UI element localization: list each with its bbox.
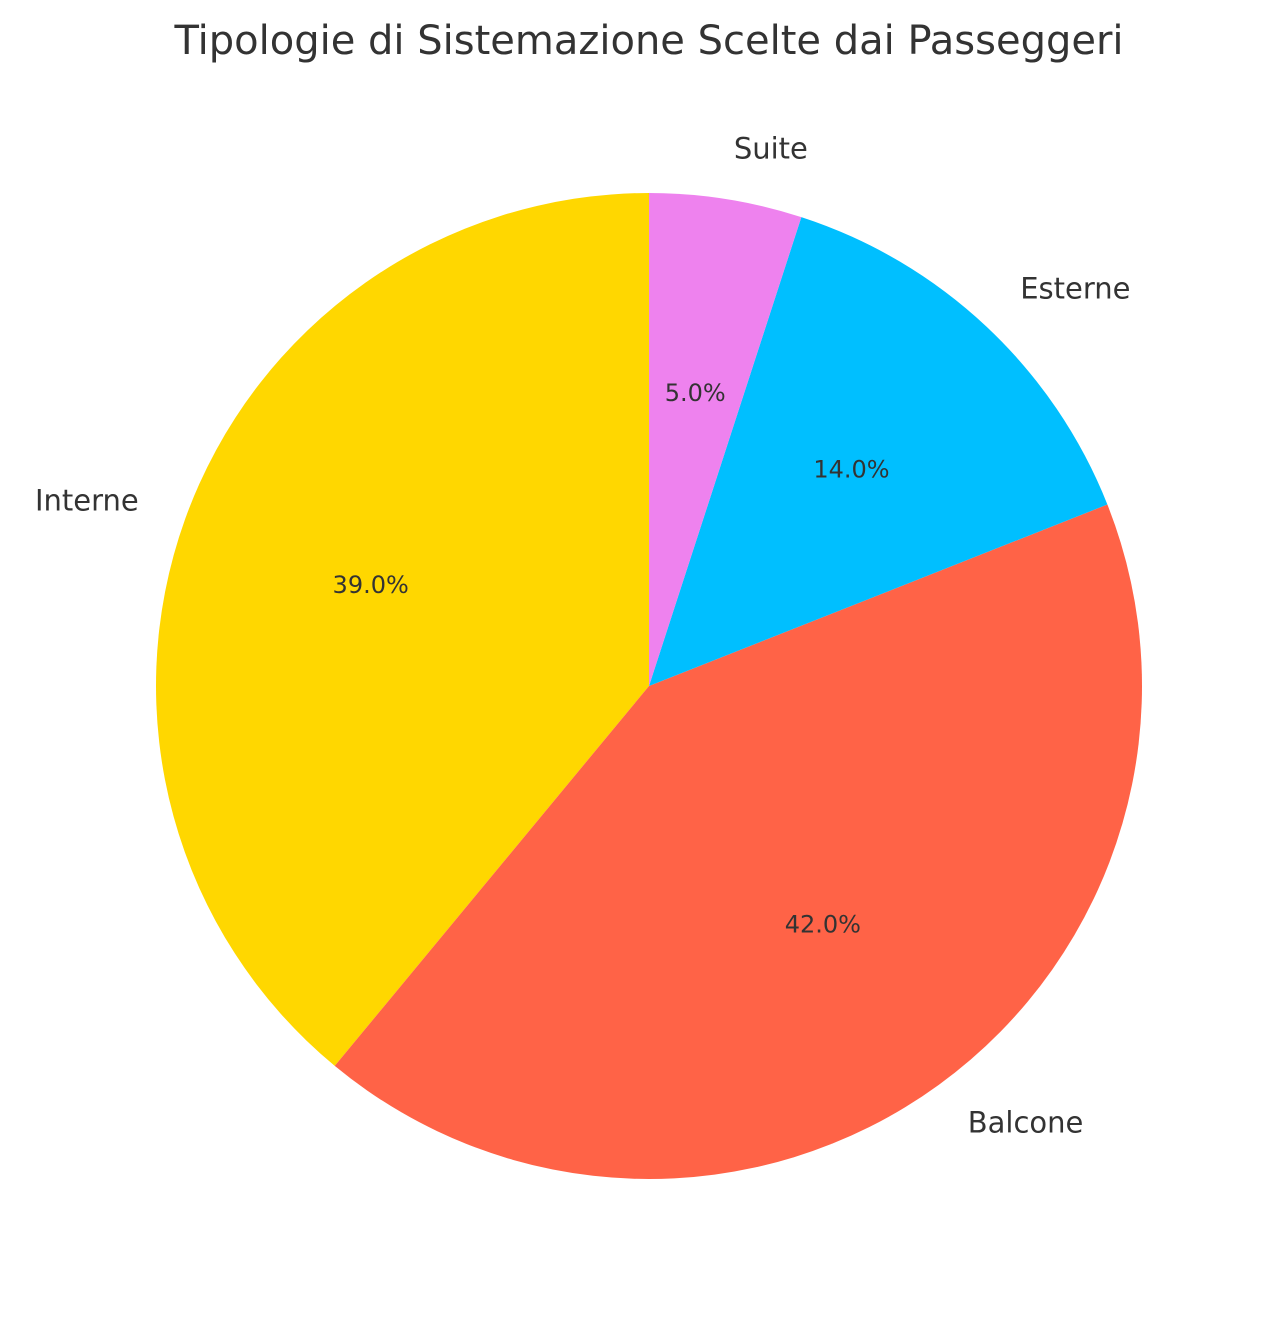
pie-slice-esterne — [649, 217, 1108, 686]
slice-label-interne: Interne — [35, 483, 139, 517]
slice-label-suite: Suite — [734, 131, 808, 165]
slice-percent-esterne: 14.0% — [813, 455, 889, 483]
slice-percent-suite: 5.0% — [665, 379, 726, 407]
chart-title: Tipologie di Sistemazione Scelte dai Pas… — [173, 18, 1123, 64]
pie-slices — [155, 193, 1142, 1179]
slice-label-esterne: Esterne — [1020, 272, 1130, 306]
pie-slice-suite — [649, 193, 802, 686]
slice-percent-interne: 39.0% — [333, 571, 409, 599]
slice-percent-balcone: 42.0% — [785, 910, 861, 938]
pie-slice-interne — [155, 193, 649, 1066]
pie-labels: Interne 39.0% Balcone 42.0% Esterne 14.0% Suit… — [35, 131, 1131, 1139]
slice-label-balcone: Balcone — [968, 1106, 1084, 1140]
pie-slice-balcone — [334, 504, 1142, 1179]
